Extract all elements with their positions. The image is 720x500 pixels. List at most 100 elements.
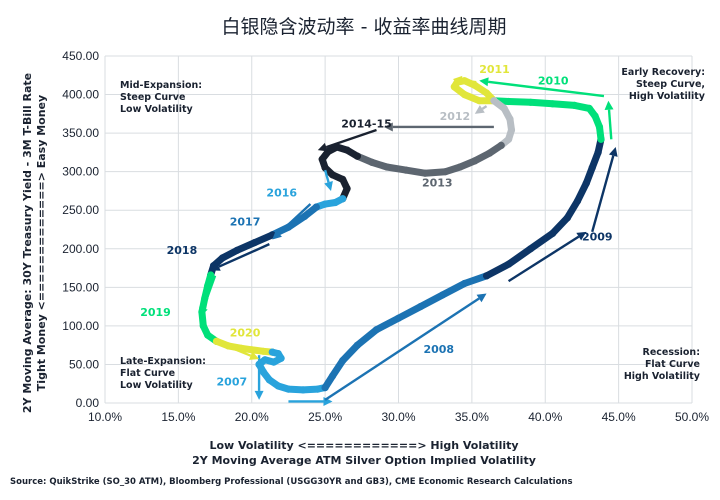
data-point — [595, 123, 604, 131]
data-point — [594, 148, 602, 156]
y-tick-label: 350.00 — [62, 126, 99, 140]
data-point — [527, 98, 535, 106]
year-labels: 2011 2010 2012 2014-15 2013 2016 2017 2018 2019 2… — [140, 63, 612, 388]
arrow-head — [479, 77, 489, 87]
x-tick-label: 20.0% — [235, 410, 269, 424]
data-point — [505, 97, 513, 106]
data-point — [372, 326, 381, 334]
year-label-2009: 2009 — [582, 230, 613, 243]
year-label-2011: 2011 — [479, 63, 510, 76]
data-point — [588, 164, 596, 172]
x-tick-label: 40.0% — [528, 410, 562, 424]
data-point — [549, 100, 557, 108]
data-point — [441, 168, 450, 176]
x-tick-label: 45.0% — [602, 410, 636, 424]
arrow-head — [383, 122, 393, 132]
data-point — [328, 372, 337, 380]
year-label-2010: 2010 — [538, 75, 569, 88]
year-label-2013: 2013 — [422, 176, 453, 189]
data-point — [571, 101, 579, 109]
data-point — [259, 347, 268, 355]
arrow-head — [199, 306, 208, 317]
arrow-head — [210, 262, 221, 271]
arrow-head — [452, 75, 463, 85]
year-label-2019: 2019 — [140, 306, 171, 319]
arrow-head — [476, 293, 487, 303]
data-point — [268, 348, 276, 356]
data-point — [204, 282, 212, 290]
data-point — [314, 385, 322, 393]
x-tick-label: 50.0% — [675, 410, 709, 424]
data-point — [549, 229, 557, 237]
y-tick-label: 50.00 — [69, 357, 99, 371]
data-point — [339, 175, 347, 183]
data-point — [591, 112, 599, 120]
data-point — [328, 171, 337, 179]
arrow-head — [604, 100, 614, 111]
data-point — [339, 357, 347, 365]
year-label-2020: 2020 — [230, 327, 261, 340]
arrow-line — [481, 105, 488, 110]
data-point — [527, 245, 535, 253]
data-point — [475, 97, 483, 105]
data-point — [277, 354, 285, 362]
data-point — [207, 271, 215, 279]
x-tick-label: 30.0% — [381, 410, 415, 424]
y-tick-label: 400.00 — [62, 88, 99, 102]
y-tick-label: 0.00 — [76, 396, 100, 410]
data-point — [507, 126, 516, 134]
arrow-head — [576, 231, 587, 241]
data-point — [460, 279, 469, 288]
data-point — [485, 149, 494, 157]
arrow-line — [461, 79, 477, 84]
data-point — [573, 197, 582, 205]
data-point — [497, 141, 505, 149]
series-line-2017 — [268, 203, 320, 239]
arrow-line — [325, 128, 377, 149]
data-point — [490, 97, 498, 105]
data-point — [582, 179, 590, 187]
arrow-line — [591, 155, 615, 233]
arrow-line — [324, 297, 480, 401]
data-point — [460, 91, 469, 99]
data-point — [383, 163, 391, 171]
data-point — [284, 385, 292, 393]
quadrant-annotation-line: High Volatility — [629, 91, 706, 102]
data-point — [506, 115, 514, 123]
y-tick-label: 200.00 — [62, 242, 99, 256]
data-point — [438, 291, 447, 299]
year-label-2007: 2007 — [217, 375, 248, 388]
arrow-head — [608, 146, 618, 157]
arrow-head — [272, 230, 282, 240]
data-point — [343, 146, 351, 154]
source-note: Source: QuikStrike (SO_30 ATM), Bloomber… — [10, 477, 573, 487]
data-point — [321, 384, 329, 392]
quadrant-annotation-line: Late-Expansion: — [120, 356, 206, 367]
quadrant-annotation-line: Steep Curve, — [636, 79, 705, 90]
data-point — [318, 155, 326, 163]
data-point — [321, 200, 329, 208]
data-point — [270, 358, 278, 366]
quadrant-annotation-line: Mid-Expansion: — [120, 80, 202, 91]
series-line-2018 — [207, 231, 276, 279]
quadrant-annotation-line: Low Volatility — [120, 380, 194, 391]
y-tick-label: 150.00 — [62, 280, 99, 294]
quadrant-annotation-line: High Volatility — [624, 371, 701, 382]
series-line-2013 — [353, 141, 505, 177]
arrow-line — [487, 80, 605, 98]
data-point — [505, 135, 513, 143]
data-point — [261, 356, 269, 364]
y-tick-label: 450.00 — [62, 49, 99, 63]
data-point — [416, 303, 425, 311]
arrow-head — [474, 105, 485, 114]
data-point — [218, 254, 226, 262]
series-line-2008 — [321, 272, 491, 392]
data-point — [505, 260, 513, 268]
data-point — [339, 195, 347, 203]
data-point — [394, 314, 403, 322]
series-layer — [198, 77, 605, 394]
data-point — [299, 386, 307, 394]
data-point — [471, 157, 479, 165]
